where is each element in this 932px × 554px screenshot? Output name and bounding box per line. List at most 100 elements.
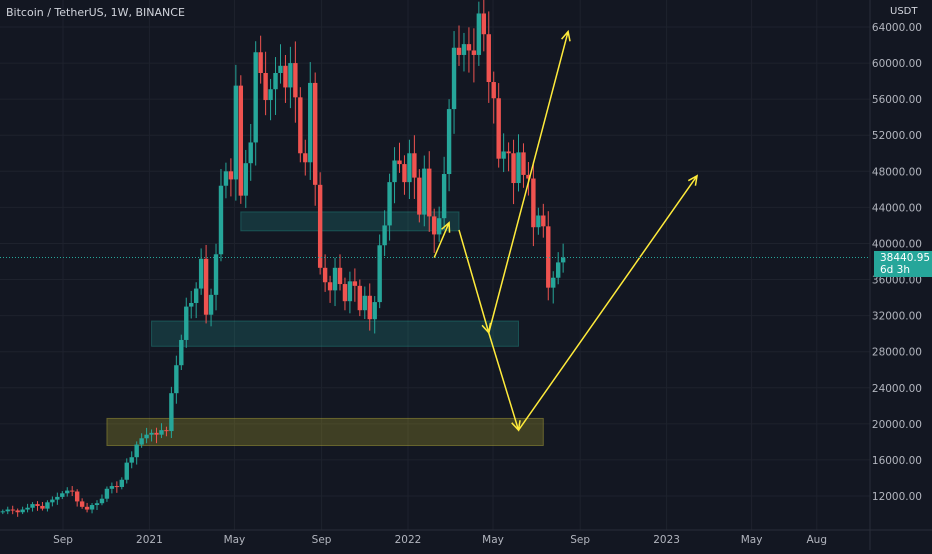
candle-body: [119, 479, 124, 487]
candle: [189, 290, 194, 319]
candle: [238, 75, 244, 204]
y-tick-label: 48000.00: [872, 166, 922, 178]
candle: [536, 207, 541, 235]
candle-body: [233, 85, 239, 180]
candle-body: [243, 163, 248, 196]
candle: [109, 482, 115, 494]
candle: [298, 87, 303, 163]
candle: [203, 244, 209, 324]
candle-body: [441, 174, 447, 219]
candle-body: [258, 52, 263, 73]
candle-body: [496, 98, 501, 159]
candle: [347, 271, 353, 314]
candle-body: [268, 89, 273, 101]
y-tick-label: 20000.00: [872, 419, 922, 431]
candle: [516, 134, 521, 192]
candle-body: [312, 82, 318, 185]
candle: [446, 99, 452, 192]
candle-body: [526, 174, 531, 179]
candle-body: [531, 178, 536, 228]
candle-body: [169, 393, 174, 432]
chart-title: Bitcoin / TetherUS, 1W, BINANCE: [6, 6, 185, 19]
projection-segment: [517, 175, 698, 431]
candle: [70, 486, 75, 496]
candle-body: [516, 152, 521, 184]
candle-body: [89, 505, 95, 510]
candle: [481, 0, 487, 52]
candle: [104, 486, 110, 502]
candle-body: [179, 339, 184, 366]
candle: [412, 135, 417, 199]
candle: [79, 498, 85, 509]
support-resistance-zones: [106, 211, 544, 446]
candle-body: [15, 510, 20, 513]
candle: [322, 254, 328, 292]
candle: [486, 11, 491, 103]
grid: [0, 0, 870, 530]
arrow-head: [561, 29, 571, 42]
candle-body: [293, 63, 298, 98]
candle-body: [253, 52, 258, 143]
candle: [30, 502, 35, 512]
candle-body: [546, 226, 551, 288]
candle-body: [55, 496, 60, 500]
candle-body: [25, 507, 30, 510]
candle-body: [203, 258, 209, 315]
projection-segment: [433, 222, 450, 258]
candle: [193, 282, 199, 319]
candle-body: [327, 282, 333, 291]
y-tick-label: 40000.00: [872, 238, 922, 250]
candle-body: [303, 153, 308, 163]
candle-body: [308, 82, 313, 163]
candle-body: [347, 281, 353, 302]
candle-body: [104, 488, 110, 499]
candle-body: [377, 245, 382, 303]
candle-body: [501, 151, 506, 159]
candle-body: [367, 295, 372, 320]
candle: [352, 268, 358, 302]
candle-body: [99, 498, 105, 504]
candle: [198, 248, 204, 295]
candle: [427, 151, 432, 232]
candle-body: [372, 302, 377, 320]
candle-body: [456, 47, 462, 55]
candle: [560, 243, 566, 273]
candle-body: [218, 185, 224, 255]
candle-body: [446, 109, 452, 175]
candle: [74, 489, 80, 507]
candle-body: [332, 267, 338, 291]
projection-arrow-alt: [488, 29, 571, 333]
x-tick-label: 2022: [395, 534, 422, 546]
candle-body: [114, 486, 120, 488]
candle: [134, 441, 139, 465]
candle-body: [560, 257, 566, 263]
candle-body: [40, 505, 45, 509]
candle: [476, 1, 482, 66]
projection-arrows: [433, 29, 699, 432]
candle-body: [149, 432, 154, 435]
candle-body: [109, 486, 115, 489]
candle-body: [511, 153, 516, 184]
candle: [357, 279, 363, 317]
candle-body: [238, 85, 244, 196]
candle: [511, 139, 516, 205]
candle: [342, 277, 348, 311]
candle-body: [521, 152, 526, 175]
candle-body: [283, 65, 288, 88]
projection-arrow: [433, 221, 451, 258]
candle-body: [427, 168, 432, 217]
candle: [20, 506, 25, 515]
y-axis[interactable]: 12000.00 16000.00 20000.00 24000.00 28000.00…: [869, 0, 922, 550]
x-tick-label: 2023: [653, 534, 680, 546]
x-axis[interactable]: Sep 2021 May Sep 2022 May Sep 2023 May Aug: [0, 529, 932, 546]
candle: [208, 288, 214, 327]
y-tick-label: 44000.00: [872, 202, 922, 214]
candle-body: [20, 509, 25, 513]
candle: [531, 161, 536, 247]
candle: [312, 72, 318, 206]
zone: [151, 320, 520, 347]
current-price-value: 38440.95: [880, 252, 931, 264]
candle: [139, 433, 144, 448]
y-tick-label: 16000.00: [872, 455, 922, 467]
